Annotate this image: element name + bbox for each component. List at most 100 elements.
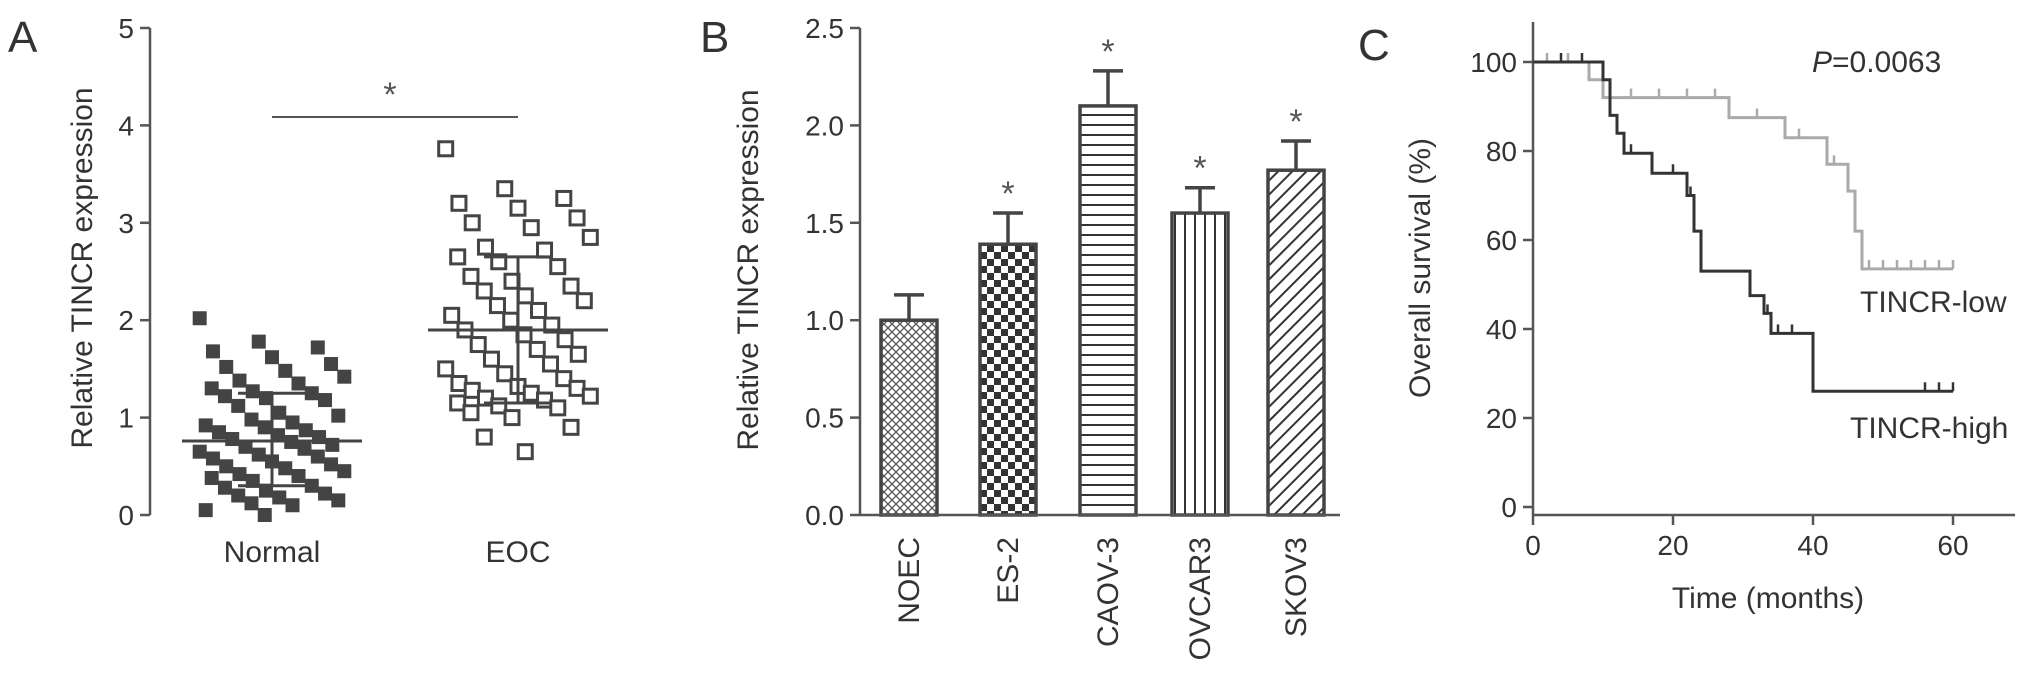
- panel-a-point-normal: [318, 486, 333, 501]
- panel-a-point-eoc: [581, 387, 599, 405]
- panel-a-point-normal: [211, 425, 226, 440]
- panel-a-point-normal: [291, 376, 306, 391]
- panel-c-series-label-low: TINCR-low: [1860, 286, 2007, 319]
- panel-a-point-eoc: [437, 140, 455, 158]
- panel-b: B Relative TINCR expression 0.0 0.5 1.0 1.5…: [700, 13, 1340, 660]
- panel-b-category-label: SKOV3: [1280, 537, 1313, 637]
- panel-a-point-normal: [324, 357, 339, 372]
- panel-a-point-eoc: [443, 306, 461, 324]
- panel-b-bar: [1266, 168, 1326, 517]
- panel-b-bar: [879, 318, 939, 517]
- panel-a-point-eoc: [562, 277, 580, 295]
- panel-b-y-tick-label: 1.0: [805, 305, 844, 336]
- panel-a-point-normal: [285, 415, 300, 430]
- panel-a-significance-star: *: [383, 76, 396, 114]
- panel-a-point-normal: [324, 457, 339, 472]
- panel-a-point-normal: [232, 467, 247, 482]
- panel-a-point-eoc: [516, 443, 534, 461]
- panel-a-point-normal: [238, 439, 253, 454]
- panel-a-point-normal: [331, 408, 346, 423]
- panel-a-point-normal: [231, 488, 246, 503]
- panel-a-marks: [182, 140, 608, 522]
- panel-a-point-normal: [318, 393, 333, 408]
- panel-b-bar: [1078, 104, 1138, 517]
- panel-b-ylabel: Relative TINCR expression: [732, 89, 765, 450]
- panel-a-point-normal: [204, 381, 219, 396]
- panel-a-point-normal: [225, 432, 240, 447]
- panel-a-point-eoc: [522, 219, 540, 237]
- panel-a-category-label: EOC: [485, 536, 550, 569]
- panel-a-point-normal: [219, 459, 234, 474]
- panel-a-point-normal: [271, 428, 285, 443]
- panel-c-p-italic: P: [1812, 46, 1832, 79]
- panel-a-point-normal: [337, 464, 352, 479]
- panel-b-significance-star: *: [1289, 103, 1302, 141]
- panel-a-point-eoc: [449, 394, 467, 412]
- panel-a-point-normal: [251, 334, 266, 349]
- panel-b-y-tick-label: 0.5: [805, 403, 844, 434]
- panel-a-y-tick-label: 4: [118, 110, 134, 141]
- panel-a-point-eoc: [581, 228, 599, 246]
- panel-a-category-label: Normal: [224, 536, 321, 569]
- panel-a-point-eoc: [503, 409, 521, 427]
- panel-a-point-normal: [304, 386, 319, 401]
- panel-a-point-eoc: [549, 399, 567, 417]
- panel-c-y-tick-label: 60: [1486, 225, 1517, 256]
- panel-c-y-tick-label: 80: [1486, 136, 1517, 167]
- panel-a-point-eoc: [549, 258, 567, 276]
- panel-a-point-normal: [244, 412, 259, 427]
- panel-c-y-tick-label: 0: [1501, 492, 1517, 523]
- panel-b-y-tick-label: 1.5: [805, 208, 844, 239]
- panel-a-point-normal: [310, 340, 325, 355]
- panel-a-point-normal: [297, 441, 312, 456]
- panel-b-bar: [1170, 211, 1230, 517]
- panel-a-point-eoc: [437, 360, 455, 378]
- panel-a-point-normal: [285, 498, 300, 513]
- panel-a-point-normal: [192, 311, 207, 326]
- panel-c-line-tincr-high: [1533, 60, 1953, 393]
- panel-a-point-normal: [219, 359, 234, 374]
- panel-a-point-normal: [278, 363, 293, 378]
- panel-c: C Overall survival (%) Time (months) 0 20…: [1358, 21, 2015, 615]
- panel-a-point-eoc: [568, 209, 586, 227]
- panel-a-point-eoc: [475, 282, 493, 300]
- panel-a-point-eoc: [542, 355, 560, 373]
- panel-a-point-normal: [244, 496, 259, 511]
- panel-a-point-normal: [257, 508, 272, 522]
- panel-a-point-eoc: [555, 189, 573, 207]
- panel-a-point-eoc: [475, 428, 493, 446]
- panel-a-ylabel: Relative TINCR expression: [66, 87, 99, 448]
- panel-a-y-tick-label: 3: [118, 208, 134, 239]
- panel-a-point-normal: [298, 423, 313, 438]
- panel-a-point-normal: [245, 384, 260, 399]
- panel-c-line-tincr-low: [1533, 60, 1953, 271]
- panel-a-point-normal: [272, 405, 287, 420]
- panel-a-point-normal: [310, 449, 325, 464]
- panel-c-x-tick-label: 40: [1797, 530, 1828, 561]
- panel-b-significance-star: *: [1101, 33, 1114, 71]
- panel-a-point-eoc: [469, 336, 487, 354]
- panel-a-letter: A: [8, 13, 38, 62]
- panel-a-point-normal: [331, 493, 346, 508]
- panel-a-point-normal: [278, 461, 293, 476]
- panel-a-point-normal: [198, 418, 213, 433]
- panel-b-y-ticks: 0.0 0.5 1.0 1.5 2.0 2.5: [805, 13, 860, 531]
- panel-b-significance-star: *: [1193, 150, 1206, 188]
- panel-a-point-eoc: [556, 331, 574, 349]
- panel-c-ylabel: Overall survival (%): [1404, 138, 1437, 398]
- panel-a-y-ticks: 0 1 2 3 4 5: [118, 13, 150, 531]
- panel-a-point-eoc: [496, 365, 514, 383]
- panel-a-point-eoc: [488, 297, 506, 315]
- panel-a-point-eoc: [575, 292, 593, 310]
- panel-a-point-eoc: [555, 370, 573, 388]
- panel-c-ticks: 0 20 40 60 80 100 0 20 40 60: [1470, 47, 1968, 561]
- panel-a-point-eoc: [509, 199, 527, 217]
- panel-a-point-eoc: [476, 238, 494, 256]
- panel-a-y-tick-label: 5: [118, 13, 134, 44]
- panel-a-point-eoc: [502, 311, 520, 329]
- panel-a-point-eoc: [450, 194, 468, 212]
- panel-b-significance-star: *: [1001, 175, 1014, 213]
- panel-b-category-label: ES-2: [992, 537, 1025, 604]
- panel-a-point-normal: [192, 444, 207, 459]
